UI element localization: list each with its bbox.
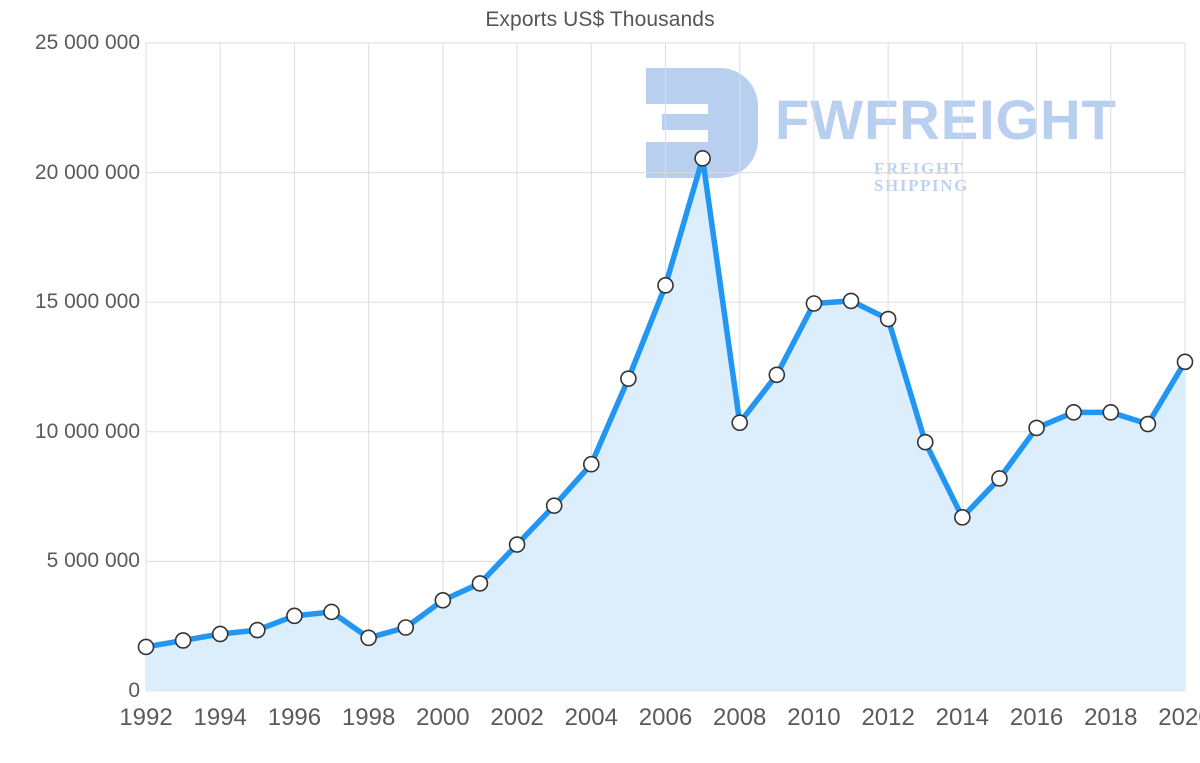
x-axis-tick-label: 2008 — [713, 704, 767, 731]
x-axis-tick-label: 2014 — [935, 704, 990, 731]
data-point-marker — [174, 632, 192, 649]
data-point-marker — [694, 150, 711, 167]
x-axis-tick-label: 1994 — [193, 704, 247, 731]
data-point-marker — [545, 497, 563, 514]
x-axis-tick-label: 1992 — [119, 704, 173, 731]
data-point-marker — [323, 603, 340, 621]
chart-title: Exports US$ Thousands — [485, 8, 715, 31]
data-point-marker — [1065, 404, 1082, 421]
data-point-marker — [768, 366, 786, 384]
data-point-marker — [1139, 415, 1157, 433]
data-markers — [137, 150, 1194, 656]
data-point-marker — [249, 621, 266, 639]
data-point-marker — [508, 536, 526, 553]
y-axis-tick-label: 15 000 000 — [34, 290, 140, 314]
data-point-marker — [916, 433, 934, 451]
data-point-marker — [954, 509, 971, 526]
data-point-marker — [471, 575, 489, 592]
y-axis-tick-label: 10 000 000 — [34, 419, 140, 443]
data-point-marker — [805, 295, 823, 312]
data-point-marker — [582, 455, 600, 473]
x-axis-tick-label: 2010 — [787, 704, 841, 731]
x-axis-tick-label: 2012 — [861, 704, 915, 731]
x-axis-tick-label: 2000 — [416, 704, 470, 731]
y-axis-tick-label: 20 000 000 — [34, 160, 140, 184]
x-axis-tick-label: 2002 — [490, 704, 544, 731]
data-point-marker — [360, 629, 377, 647]
data-point-marker — [286, 607, 303, 625]
data-point-marker — [1028, 419, 1045, 437]
data-point-marker — [434, 591, 452, 609]
x-axis-tick-label: 2006 — [638, 704, 693, 731]
y-axis-tick-label: 25 000 000 — [34, 31, 140, 54]
data-point-marker — [211, 625, 229, 643]
x-axis-tick-label: 1996 — [267, 704, 322, 731]
data-point-marker — [842, 292, 860, 310]
data-point-marker — [620, 370, 637, 387]
area-fill — [146, 158, 1185, 692]
data-point-marker — [1176, 353, 1194, 371]
x-axis-tick-label: 2018 — [1084, 704, 1138, 731]
y-axis-tick-label: 0 — [128, 679, 140, 702]
y-axis-tick-label: 5 000 000 — [46, 549, 140, 573]
x-axis-tick-label: 2016 — [1009, 704, 1064, 731]
data-point-marker — [991, 470, 1008, 487]
data-point-marker — [1102, 404, 1120, 421]
x-axis-tick-label: 1998 — [341, 704, 396, 731]
data-point-marker — [137, 638, 155, 656]
data-point-marker — [657, 277, 674, 294]
x-axis-tick-label: 2004 — [564, 704, 618, 731]
x-axis-tick-label: 2020 — [1158, 704, 1200, 731]
data-point-marker — [879, 310, 897, 328]
data-point-marker — [731, 414, 749, 432]
data-point-marker — [397, 619, 415, 636]
